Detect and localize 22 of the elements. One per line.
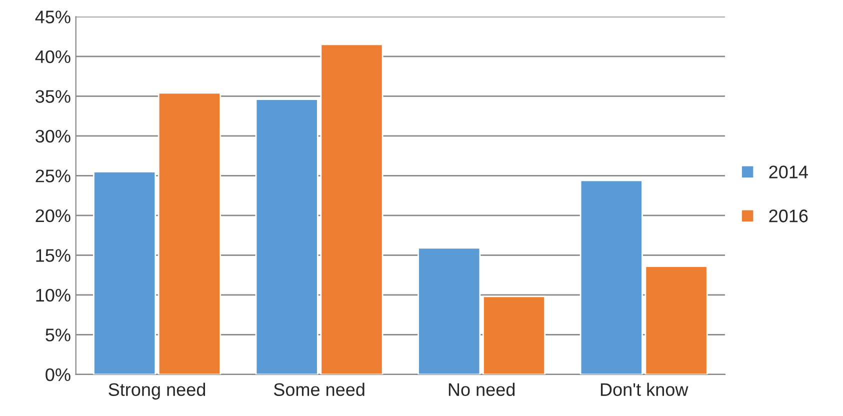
x-tick-label: Some need <box>274 382 364 396</box>
x-tick-label: Don't know <box>600 382 688 396</box>
y-tick-label: 30% <box>36 130 70 143</box>
x-tick-label: Strong need <box>108 382 206 400</box>
x-tick-label: No need <box>448 382 515 396</box>
y-tick-label: 35% <box>36 90 70 103</box>
bar <box>158 92 221 374</box>
y-tick-label: 40% <box>35 50 70 64</box>
bar <box>644 266 708 374</box>
y-tick-label: 15% <box>36 249 70 262</box>
legend-label: 2016 <box>769 210 808 222</box>
legend-label: 2014 <box>769 166 808 178</box>
bar <box>93 170 156 374</box>
y-tick-label: 5% <box>46 328 70 342</box>
y-tick-label: 45% <box>35 10 70 24</box>
y-tick-label: 20% <box>36 209 70 222</box>
y-tick-label: 0% <box>46 368 70 382</box>
bar <box>580 180 643 374</box>
y-tick-label: 10% <box>36 288 70 302</box>
bar <box>482 296 546 374</box>
y-tick-label: 25% <box>36 170 70 182</box>
bar <box>418 247 481 374</box>
